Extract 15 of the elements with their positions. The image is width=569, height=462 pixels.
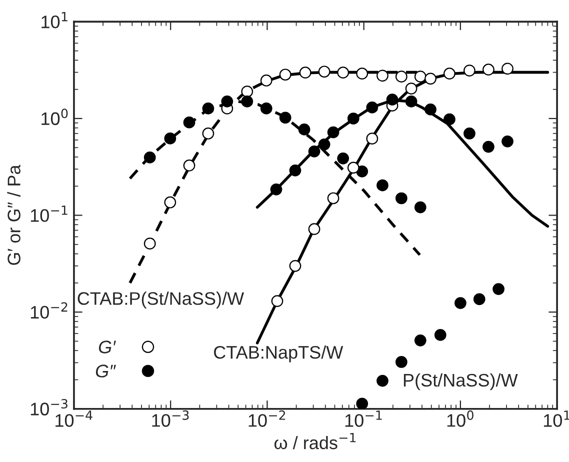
annotation: CTAB:NapTS/W xyxy=(214,345,344,362)
y-tick-label: 10$^{−1}$ xyxy=(30,206,68,222)
annotation: CTAB:P(St/NaSS)/W xyxy=(78,292,244,308)
y-axis-title: G′ or G″ / Pa xyxy=(7,164,20,265)
x-axis-title: ω / rads$^{−1}$ xyxy=(274,432,356,450)
x-tick-label: 10$^{−2}$ xyxy=(248,410,286,427)
annotation: P(St/NaSS)/W xyxy=(404,373,518,390)
x-tick-label: 10$^{−3}$ xyxy=(152,410,189,427)
y-tick-label: 10$^{−2}$ xyxy=(30,302,68,319)
x-tick-label: 10$^{0}$ xyxy=(447,410,474,427)
x-tick-label: 10$^{−1}$ xyxy=(345,410,382,427)
legend-label: G″ xyxy=(96,364,116,378)
y-tick-label: 10$^{1}$ xyxy=(42,12,68,28)
y-tick-label: 10$^{0}$ xyxy=(42,108,68,126)
legend-label: G′ xyxy=(98,340,116,354)
